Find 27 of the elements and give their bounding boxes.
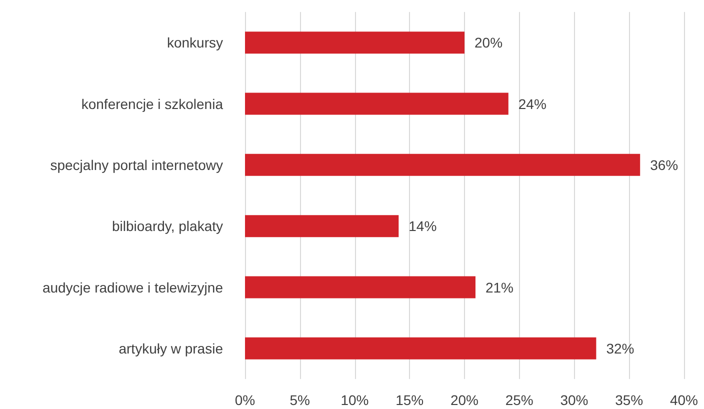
data-label: 24% [518, 96, 546, 112]
y-tick-label: audycje radiowe i telewizyjne [42, 279, 224, 296]
data-label: 20% [474, 34, 503, 51]
y-tick-label: konkursy [166, 34, 223, 51]
x-tick-label: 25% [505, 392, 534, 408]
x-tick-label: 40% [670, 392, 698, 408]
y-tick-label: konferencje i szkolenia [81, 96, 224, 112]
bar [245, 215, 399, 238]
bar [245, 154, 640, 176]
x-tick-label: 30% [560, 392, 588, 408]
data-label: 36% [650, 156, 678, 173]
bar [245, 337, 596, 360]
x-tick-label: 10% [340, 392, 369, 408]
x-tick-label: 20% [450, 392, 479, 408]
y-tick-label: specjalny portal internetowy [50, 156, 223, 173]
x-tick-label: 35% [615, 392, 644, 408]
data-label: 21% [485, 279, 514, 296]
x-tick-label: 15% [396, 392, 424, 408]
bar [245, 32, 464, 54]
data-label: 32% [606, 340, 634, 356]
y-tick-label: artykuły w prasie [118, 340, 224, 356]
x-tick-label: 0% [234, 392, 256, 408]
bar [245, 276, 476, 298]
y-tick-label: bilbioardy, plakaty [112, 218, 223, 234]
x-tick-label: 5% [290, 392, 310, 408]
bar [245, 92, 508, 115]
data-label: 14% [408, 218, 437, 234]
